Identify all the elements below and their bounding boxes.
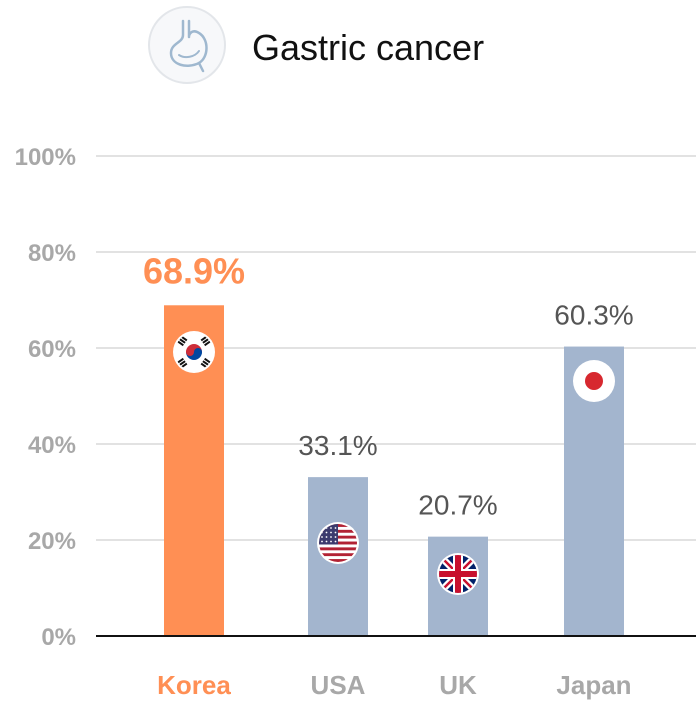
flags bbox=[173, 331, 615, 595]
y-tick-label: 20% bbox=[28, 528, 76, 555]
y-tick-label: 40% bbox=[28, 432, 76, 459]
stomach-icon bbox=[148, 6, 226, 84]
y-tick-label: 0% bbox=[41, 624, 76, 651]
japan-flag-icon bbox=[573, 360, 615, 402]
x-axis-categories: Korea USA UK Japan bbox=[157, 670, 631, 700]
chart-header: Gastric cancer bbox=[148, 6, 484, 84]
y-tick-label: 60% bbox=[28, 336, 76, 363]
chart-title: Gastric cancer bbox=[252, 27, 484, 68]
bars bbox=[164, 305, 624, 636]
y-tick-label: 100% bbox=[15, 144, 76, 171]
usa-flag-icon bbox=[317, 522, 359, 564]
category-label-uk: UK bbox=[439, 670, 477, 700]
y-axis-ticks: 0% 20% 40% 60% 80% 100% bbox=[15, 144, 76, 651]
value-label-usa: 33.1% bbox=[298, 430, 377, 461]
value-label-japan: 60.3% bbox=[554, 300, 633, 331]
category-label-korea: Korea bbox=[157, 670, 231, 700]
value-label-korea: 68.9% bbox=[143, 250, 245, 291]
value-label-uk: 20.7% bbox=[418, 490, 497, 521]
korea-flag-icon bbox=[173, 331, 215, 373]
uk-flag-icon bbox=[437, 553, 479, 595]
value-labels: 68.9% 33.1% 20.7% 60.3% bbox=[143, 250, 634, 520]
y-tick-label: 80% bbox=[28, 240, 76, 267]
category-label-usa: USA bbox=[311, 670, 366, 700]
category-label-japan: Japan bbox=[556, 670, 631, 700]
